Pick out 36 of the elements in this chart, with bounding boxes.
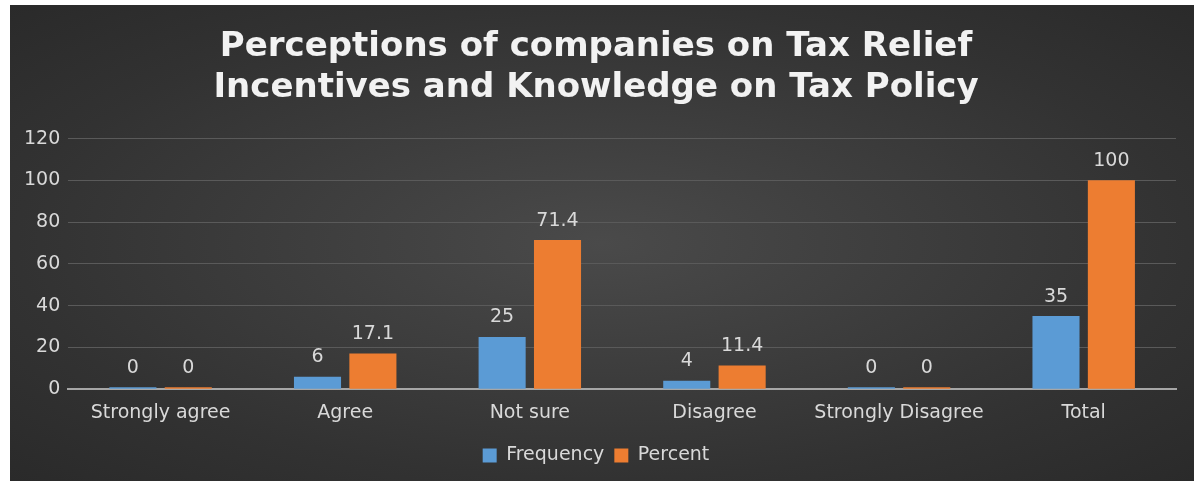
x-tick-label: Agree <box>317 399 374 422</box>
x-tick-label: Not sure <box>489 399 570 422</box>
data-label: 6 <box>311 344 324 367</box>
y-tick-label: 40 <box>36 292 61 315</box>
data-label: 11.4 <box>720 332 764 355</box>
bar <box>533 240 582 389</box>
y-tick-label: 0 <box>48 376 61 399</box>
data-label: 17.1 <box>351 320 395 343</box>
y-tick-label: 20 <box>36 334 61 357</box>
data-label: 0 <box>182 354 195 377</box>
x-tick-label: Strongly Disagree <box>814 399 984 422</box>
bar <box>1087 180 1135 389</box>
bar <box>663 380 711 389</box>
x-tick-label: Strongly agree <box>90 399 231 422</box>
data-label: 0 <box>126 354 139 377</box>
chart-title: Perceptions of companies on Tax Relief Incentives and Knowledge on Tax Policy <box>213 24 979 106</box>
legend-label: Frequency <box>506 442 605 465</box>
data-label: 4 <box>680 348 693 371</box>
y-tick-label: 120 <box>24 125 61 148</box>
data-label: 0 <box>920 354 933 377</box>
y-tick-label: 60 <box>36 250 61 273</box>
bar <box>718 365 766 389</box>
data-label: 35 <box>1043 283 1069 306</box>
y-tick-label: 100 <box>24 167 61 190</box>
data-label: 0 <box>865 354 878 377</box>
legend-label: Percent <box>637 442 710 465</box>
x-tick-label: Total <box>1060 399 1106 422</box>
y-tick-label: 80 <box>36 209 61 232</box>
x-tick-label: Disagree <box>672 399 757 422</box>
bar <box>478 336 526 389</box>
data-label: 71.4 <box>536 207 579 230</box>
bar <box>293 376 342 389</box>
data-label: 25 <box>490 304 515 327</box>
data-label: 100 <box>1093 147 1130 170</box>
bar <box>349 353 397 389</box>
bar <box>1032 316 1080 389</box>
